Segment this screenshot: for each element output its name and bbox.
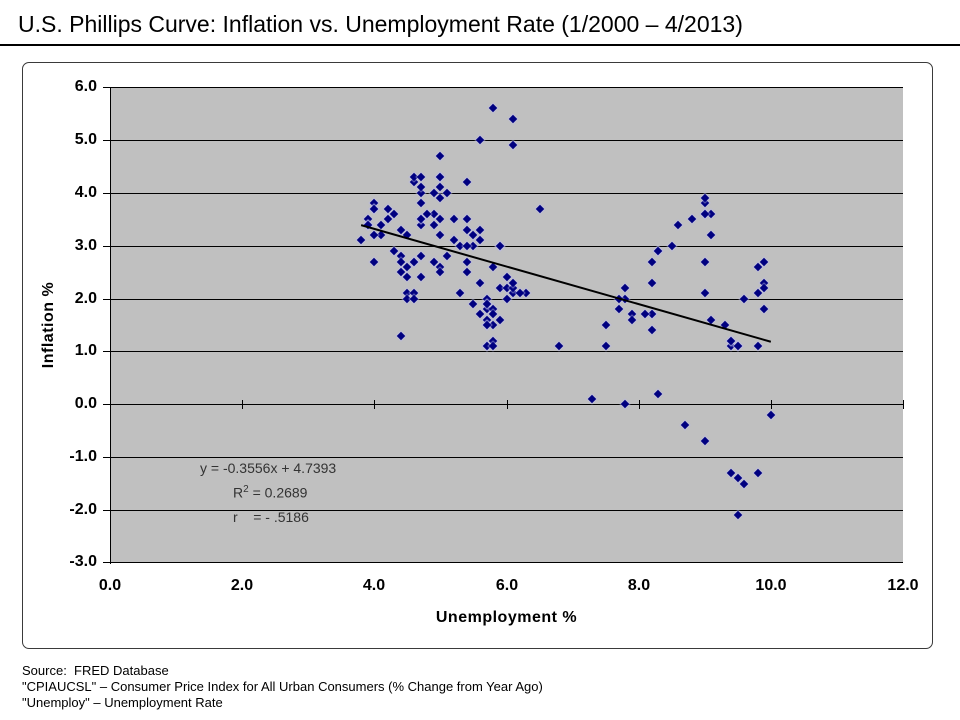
y-tick-label: 5.0 [74, 131, 97, 148]
x-axis-tick [903, 400, 904, 409]
x-axis-tick [639, 400, 640, 409]
r-squared-exponent: 2 [243, 484, 249, 495]
gridline-y--3.0 [110, 562, 903, 563]
y-tick-label: 4.0 [74, 184, 97, 201]
x-tick-label: 4.0 [362, 577, 386, 594]
gridline-y-3.0 [110, 246, 903, 247]
y-axis-tick [103, 562, 110, 563]
y-axis-tick [103, 87, 110, 88]
y-tick-label: -3.0 [69, 553, 97, 570]
y-axis-tick [103, 246, 110, 247]
plot-area: 6.0 5.0 4.0 3.0 2.0 1.0 0.0 -1.0 -2.0 -3.0 0.0 2.0 4… [69, 78, 918, 626]
y-axis-tick [103, 193, 110, 194]
gridline-y-1.0 [110, 351, 903, 352]
x-tick-label: 12.0 [887, 577, 919, 594]
r-squared-label: R2 = 0.2689 [233, 484, 307, 501]
x-tick-label: 8.0 [627, 577, 651, 594]
x-axis-title: Unemployment % [435, 609, 578, 626]
y-axis-tick [103, 140, 110, 141]
x-tick-label: 10.0 [755, 577, 787, 594]
y-axis-title: Inflation % [40, 281, 57, 369]
y-axis-tick [103, 404, 110, 405]
y-axis-tick [103, 351, 110, 352]
correlation-label: r = - .5186 [233, 509, 309, 525]
unemployment-definition-line: "Unemploy" – Unemployment Rate [22, 695, 223, 710]
y-tick-label: -2.0 [69, 501, 97, 518]
x-axis-tick [110, 400, 111, 409]
y-axis-tick [103, 299, 110, 300]
gridline-y-0.0 [110, 404, 903, 405]
x-axis-tick [507, 400, 508, 409]
y-tick-label: 1.0 [74, 342, 97, 359]
y-tick-label: -1.0 [69, 448, 97, 465]
y-tick-label: 0.0 [74, 395, 97, 412]
r-squared-base: R [233, 484, 244, 501]
source-line: Source: FRED Database [22, 663, 169, 678]
chart-container: 6.0 5.0 4.0 3.0 2.0 1.0 0.0 -1.0 -2.0 -3.0 0.0 2.0 4… [22, 62, 933, 649]
y-axis-tick [103, 510, 110, 511]
footer-notes: Source: FRED Database "CPIAUCSL" – Consu… [22, 663, 543, 711]
x-tick-label: 6.0 [495, 577, 519, 594]
gridline-y-5.0 [110, 140, 903, 141]
r-squared-value: = 0.2689 [248, 484, 308, 501]
x-axis-tick [374, 400, 375, 409]
trendline-equation-label: y = -0.3556x + 4.7393 [200, 460, 337, 476]
y-axis-tick [103, 457, 110, 458]
trendline [360, 224, 772, 343]
page-title: U.S. Phillips Curve: Inflation vs. Unemp… [18, 11, 743, 37]
x-tick-label: 0.0 [98, 577, 122, 594]
y-tick-label: 6.0 [74, 78, 97, 95]
gridline-y--1.0 [110, 457, 903, 458]
cpi-definition-line: "CPIAUCSL" – Consumer Price Index for Al… [22, 679, 543, 694]
y-tick-label: 2.0 [74, 290, 97, 307]
x-tick-label: 2.0 [230, 577, 254, 594]
y-axis-line [110, 87, 111, 564]
gridline-y-6.0 [110, 87, 903, 88]
title-underline [0, 44, 960, 46]
gridline-y--2.0 [110, 510, 903, 511]
gridline-y-4.0 [110, 193, 903, 194]
x-axis-tick [242, 400, 243, 409]
x-axis-tick [771, 400, 772, 409]
y-tick-label: 3.0 [74, 237, 97, 254]
